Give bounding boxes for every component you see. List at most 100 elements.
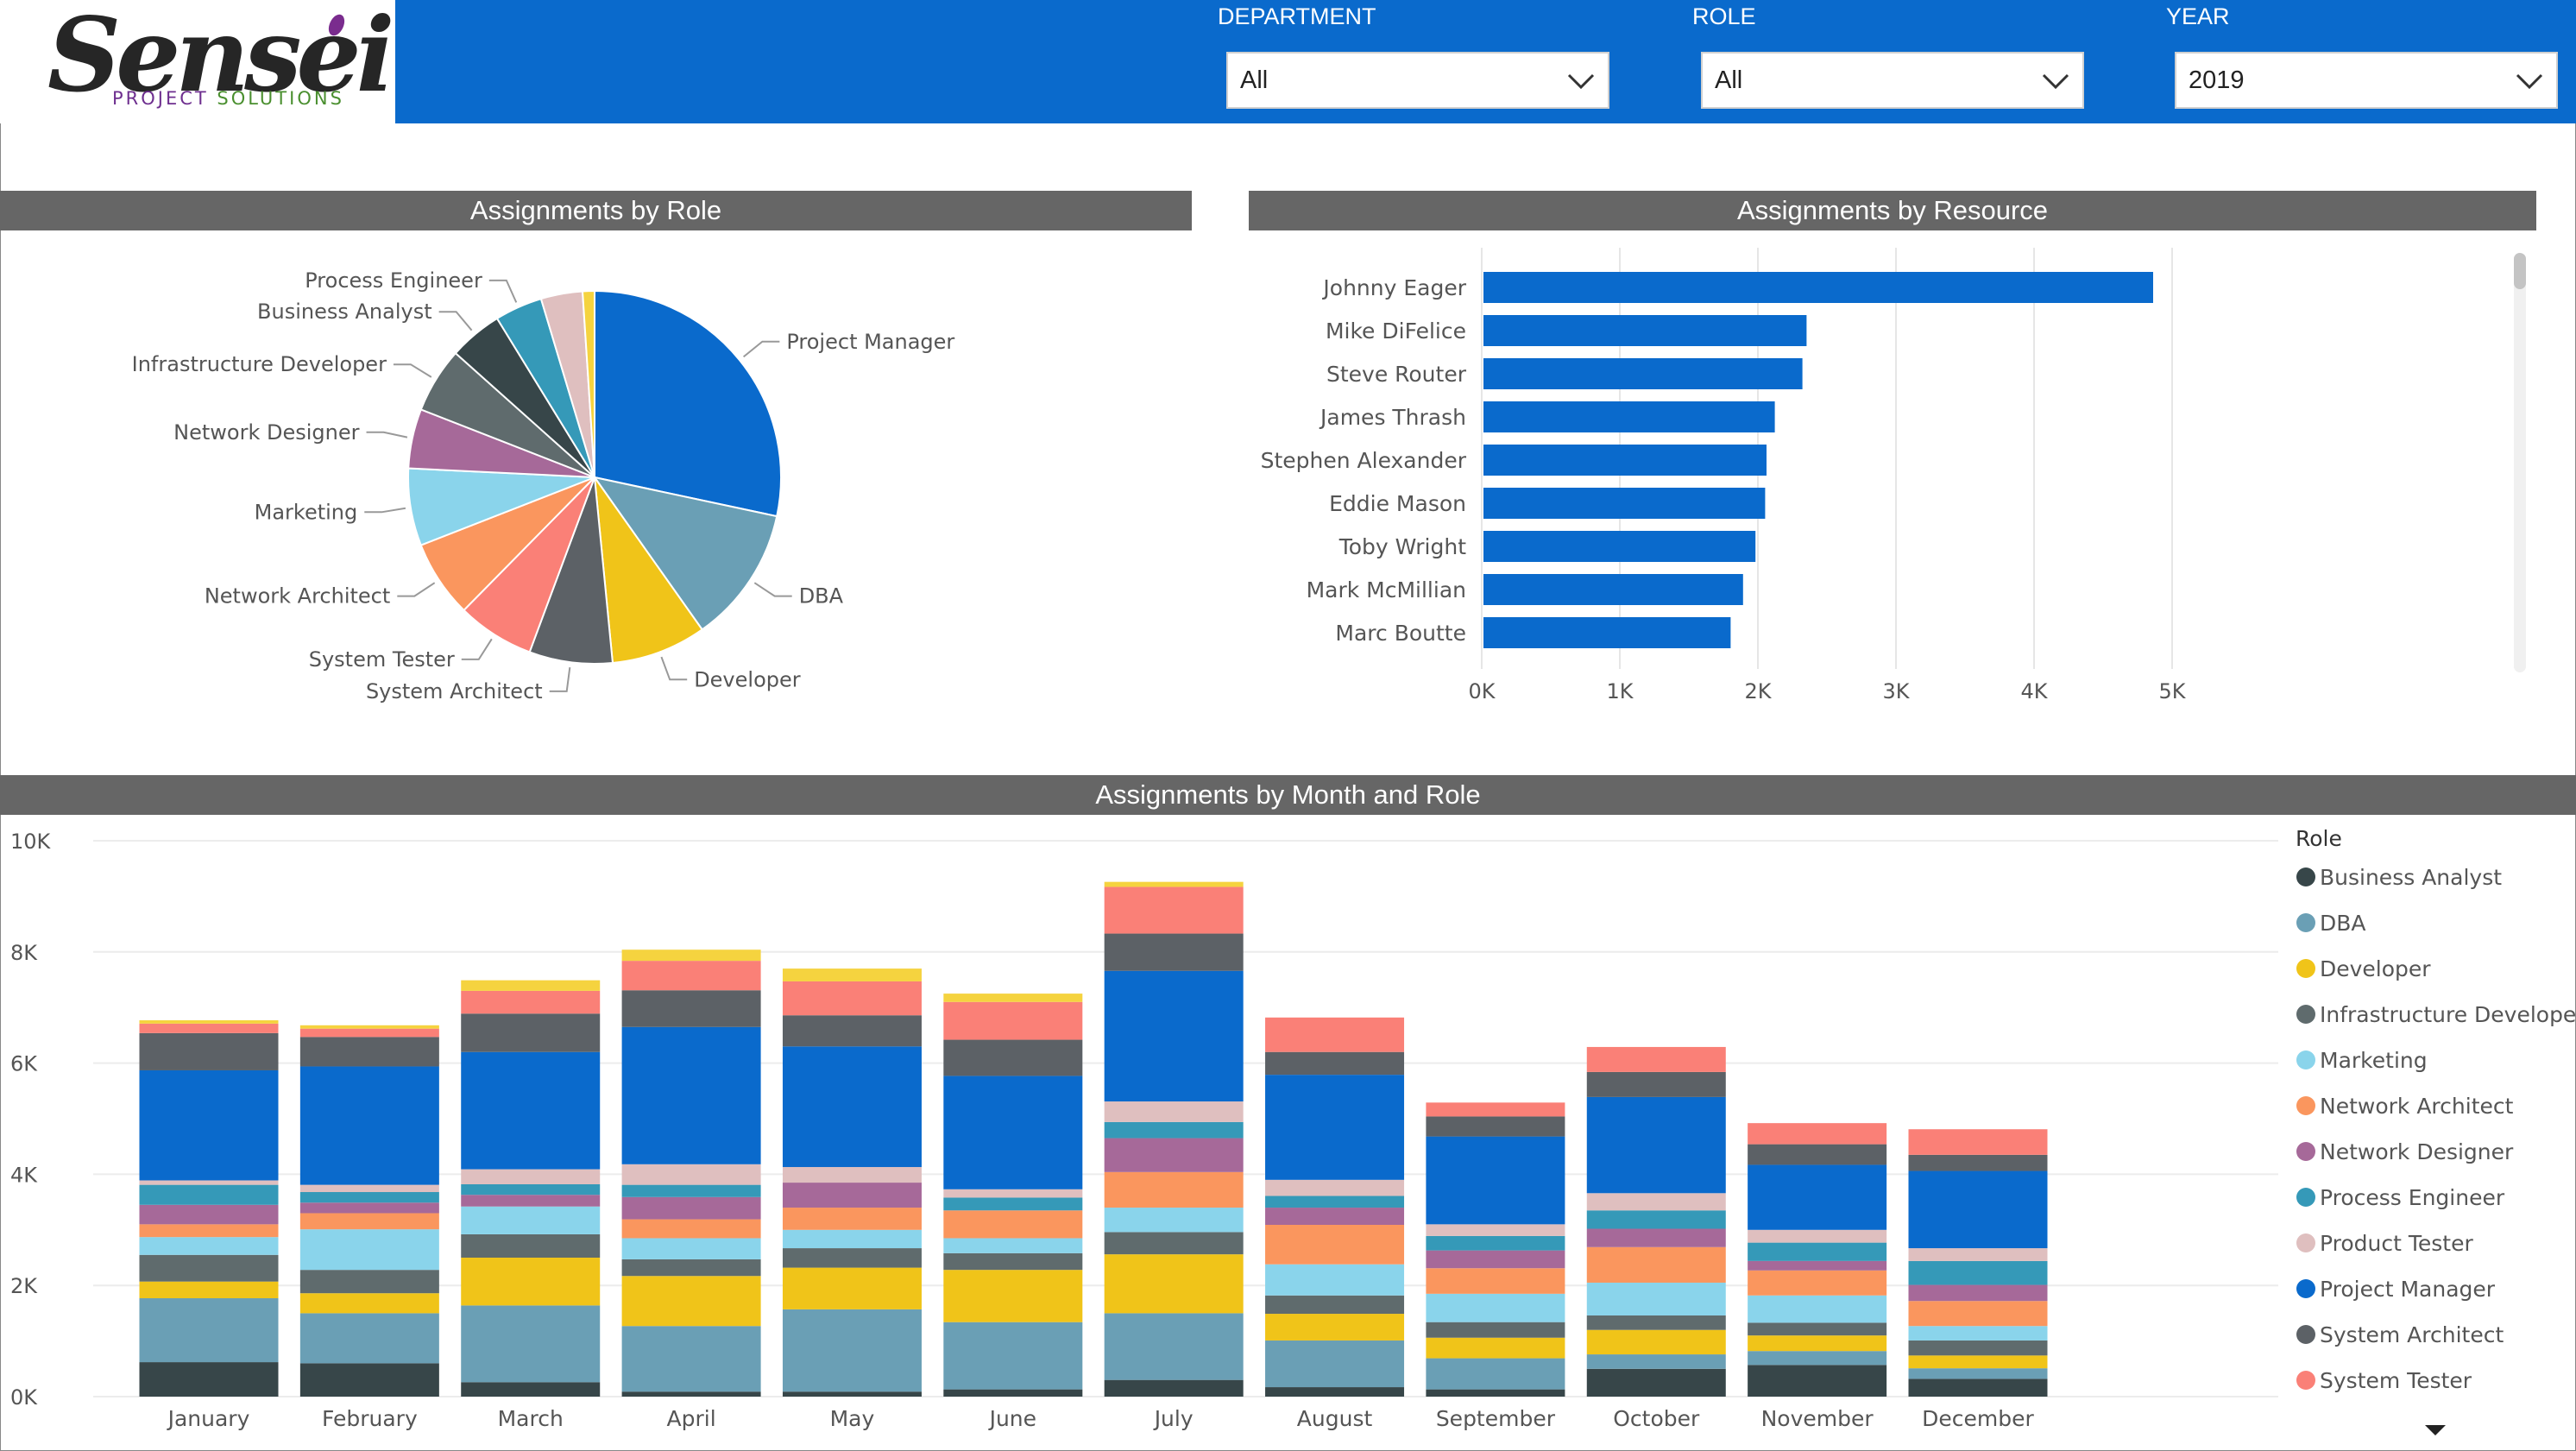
- segment-july-marketing[interactable]: [1104, 1208, 1244, 1233]
- segment-january-system-architect[interactable]: [139, 1032, 279, 1070]
- segment-october-developer[interactable]: [1586, 1329, 1726, 1355]
- segment-february-project-manager[interactable]: [299, 1066, 439, 1185]
- segment-august-system-architect[interactable]: [1265, 1051, 1405, 1076]
- segment-august-product-tester[interactable]: [1265, 1179, 1405, 1196]
- segment-may-system-tester[interactable]: [782, 981, 922, 1016]
- segment-june-system-architect[interactable]: [943, 1039, 1083, 1076]
- bar-eddie-mason[interactable]: [1483, 488, 1766, 519]
- segment-june-system-tester[interactable]: [943, 1001, 1083, 1040]
- segment-october-system-architect[interactable]: [1586, 1071, 1726, 1097]
- segment-april-system-architect[interactable]: [621, 990, 761, 1027]
- segment-november-process-engineer[interactable]: [1748, 1242, 1887, 1261]
- segment-december-system-architect[interactable]: [1908, 1154, 2048, 1171]
- segment-april-developer[interactable]: [621, 1276, 761, 1327]
- segment-april-other[interactable]: [621, 949, 761, 962]
- segment-october-product-tester[interactable]: [1586, 1193, 1726, 1211]
- segment-may-business-analyst[interactable]: [782, 1391, 922, 1397]
- segment-october-marketing[interactable]: [1586, 1282, 1726, 1315]
- segment-july-business-analyst[interactable]: [1104, 1379, 1244, 1397]
- bar-steve-router[interactable]: [1483, 358, 1803, 389]
- segment-november-marketing[interactable]: [1748, 1295, 1887, 1323]
- legend-item-process-engineer[interactable]: Process Engineer: [2320, 1185, 2505, 1210]
- segment-march-business-analyst[interactable]: [461, 1382, 601, 1397]
- legend-item-developer[interactable]: Developer: [2320, 956, 2431, 981]
- segment-march-marketing[interactable]: [461, 1206, 601, 1234]
- segment-june-process-engineer[interactable]: [943, 1197, 1083, 1211]
- segment-january-marketing[interactable]: [139, 1237, 279, 1255]
- segment-may-other[interactable]: [782, 968, 922, 981]
- segment-october-network-designer[interactable]: [1586, 1228, 1726, 1247]
- segment-march-system-architect[interactable]: [461, 1013, 601, 1052]
- scrollbar-track[interactable]: [2514, 253, 2526, 672]
- segment-february-product-tester[interactable]: [299, 1184, 439, 1193]
- segment-june-marketing[interactable]: [943, 1238, 1083, 1253]
- segment-december-system-tester[interactable]: [1908, 1129, 2048, 1155]
- segment-december-process-engineer[interactable]: [1908, 1260, 2048, 1285]
- role-dropdown[interactable]: All: [1701, 52, 2084, 109]
- segment-november-system-tester[interactable]: [1748, 1123, 1887, 1145]
- segment-july-network-architect[interactable]: [1104, 1171, 1244, 1208]
- segment-march-product-tester[interactable]: [461, 1169, 601, 1184]
- segment-january-other[interactable]: [139, 1020, 279, 1024]
- segment-april-network-designer[interactable]: [621, 1196, 761, 1220]
- segment-november-system-architect[interactable]: [1748, 1144, 1887, 1165]
- legend-item-system-architect[interactable]: System Architect: [2320, 1322, 2504, 1347]
- segment-december-dba[interactable]: [1908, 1368, 2048, 1379]
- segment-april-product-tester[interactable]: [621, 1164, 761, 1185]
- segment-july-system-tester[interactable]: [1104, 886, 1244, 934]
- segment-march-dba[interactable]: [461, 1305, 601, 1383]
- segment-july-process-engineer[interactable]: [1104, 1121, 1244, 1139]
- segment-march-project-manager[interactable]: [461, 1051, 601, 1170]
- bar-mark-mcmillian[interactable]: [1483, 574, 1743, 605]
- legend-item-business-analyst[interactable]: Business Analyst: [2320, 865, 2502, 890]
- year-dropdown[interactable]: 2019: [2175, 52, 2558, 109]
- segment-april-business-analyst[interactable]: [621, 1391, 761, 1397]
- segment-august-business-analyst[interactable]: [1265, 1387, 1405, 1397]
- segment-february-system-tester[interactable]: [299, 1028, 439, 1038]
- segment-june-other[interactable]: [943, 994, 1083, 1002]
- segment-august-system-tester[interactable]: [1265, 1017, 1405, 1052]
- segment-april-marketing[interactable]: [621, 1238, 761, 1259]
- segment-january-network-architect[interactable]: [139, 1224, 279, 1238]
- segment-september-project-manager[interactable]: [1426, 1136, 1565, 1225]
- segment-september-system-tester[interactable]: [1426, 1102, 1565, 1117]
- segment-february-infrastructure-developer[interactable]: [299, 1270, 439, 1294]
- segment-march-process-engineer[interactable]: [461, 1183, 601, 1195]
- segment-october-dba[interactable]: [1586, 1354, 1726, 1369]
- segment-may-network-designer[interactable]: [782, 1183, 922, 1208]
- segment-august-project-manager[interactable]: [1265, 1075, 1405, 1180]
- segment-september-business-analyst[interactable]: [1426, 1389, 1565, 1397]
- segment-may-project-manager[interactable]: [782, 1046, 922, 1168]
- segment-february-system-architect[interactable]: [299, 1037, 439, 1067]
- segment-march-network-designer[interactable]: [461, 1195, 601, 1207]
- bar-toby-wright[interactable]: [1483, 531, 1756, 562]
- segment-february-business-analyst[interactable]: [299, 1363, 439, 1397]
- segment-march-infrastructure-developer[interactable]: [461, 1233, 601, 1258]
- bar-marc-boutte[interactable]: [1483, 617, 1731, 648]
- segment-november-product-tester[interactable]: [1748, 1229, 1887, 1243]
- segment-march-system-tester[interactable]: [461, 990, 601, 1014]
- segment-june-infrastructure-developer[interactable]: [943, 1252, 1083, 1271]
- segment-april-project-manager[interactable]: [621, 1026, 761, 1164]
- segment-july-product-tester[interactable]: [1104, 1101, 1244, 1122]
- segment-february-network-designer[interactable]: [299, 1202, 439, 1214]
- segment-august-marketing[interactable]: [1265, 1264, 1405, 1296]
- segment-september-network-architect[interactable]: [1426, 1268, 1565, 1294]
- segment-november-developer[interactable]: [1748, 1335, 1887, 1352]
- segment-december-marketing[interactable]: [1908, 1326, 2048, 1341]
- segment-february-developer[interactable]: [299, 1293, 439, 1314]
- segment-august-developer[interactable]: [1265, 1314, 1405, 1341]
- segment-december-network-architect[interactable]: [1908, 1301, 2048, 1327]
- legend-item-project-manager[interactable]: Project Manager: [2320, 1277, 2496, 1302]
- segment-june-product-tester[interactable]: [943, 1189, 1083, 1198]
- department-dropdown[interactable]: All: [1226, 52, 1609, 109]
- segment-april-network-architect[interactable]: [621, 1219, 761, 1239]
- legend-item-product-tester[interactable]: Product Tester: [2320, 1231, 2473, 1256]
- segment-december-infrastructure-developer[interactable]: [1908, 1340, 2048, 1356]
- segment-may-dba[interactable]: [782, 1309, 922, 1392]
- segment-october-infrastructure-developer[interactable]: [1586, 1315, 1726, 1330]
- segment-june-network-architect[interactable]: [943, 1210, 1083, 1239]
- segment-october-system-tester[interactable]: [1586, 1046, 1726, 1072]
- segment-october-process-engineer[interactable]: [1586, 1210, 1726, 1229]
- segment-march-other[interactable]: [461, 980, 601, 991]
